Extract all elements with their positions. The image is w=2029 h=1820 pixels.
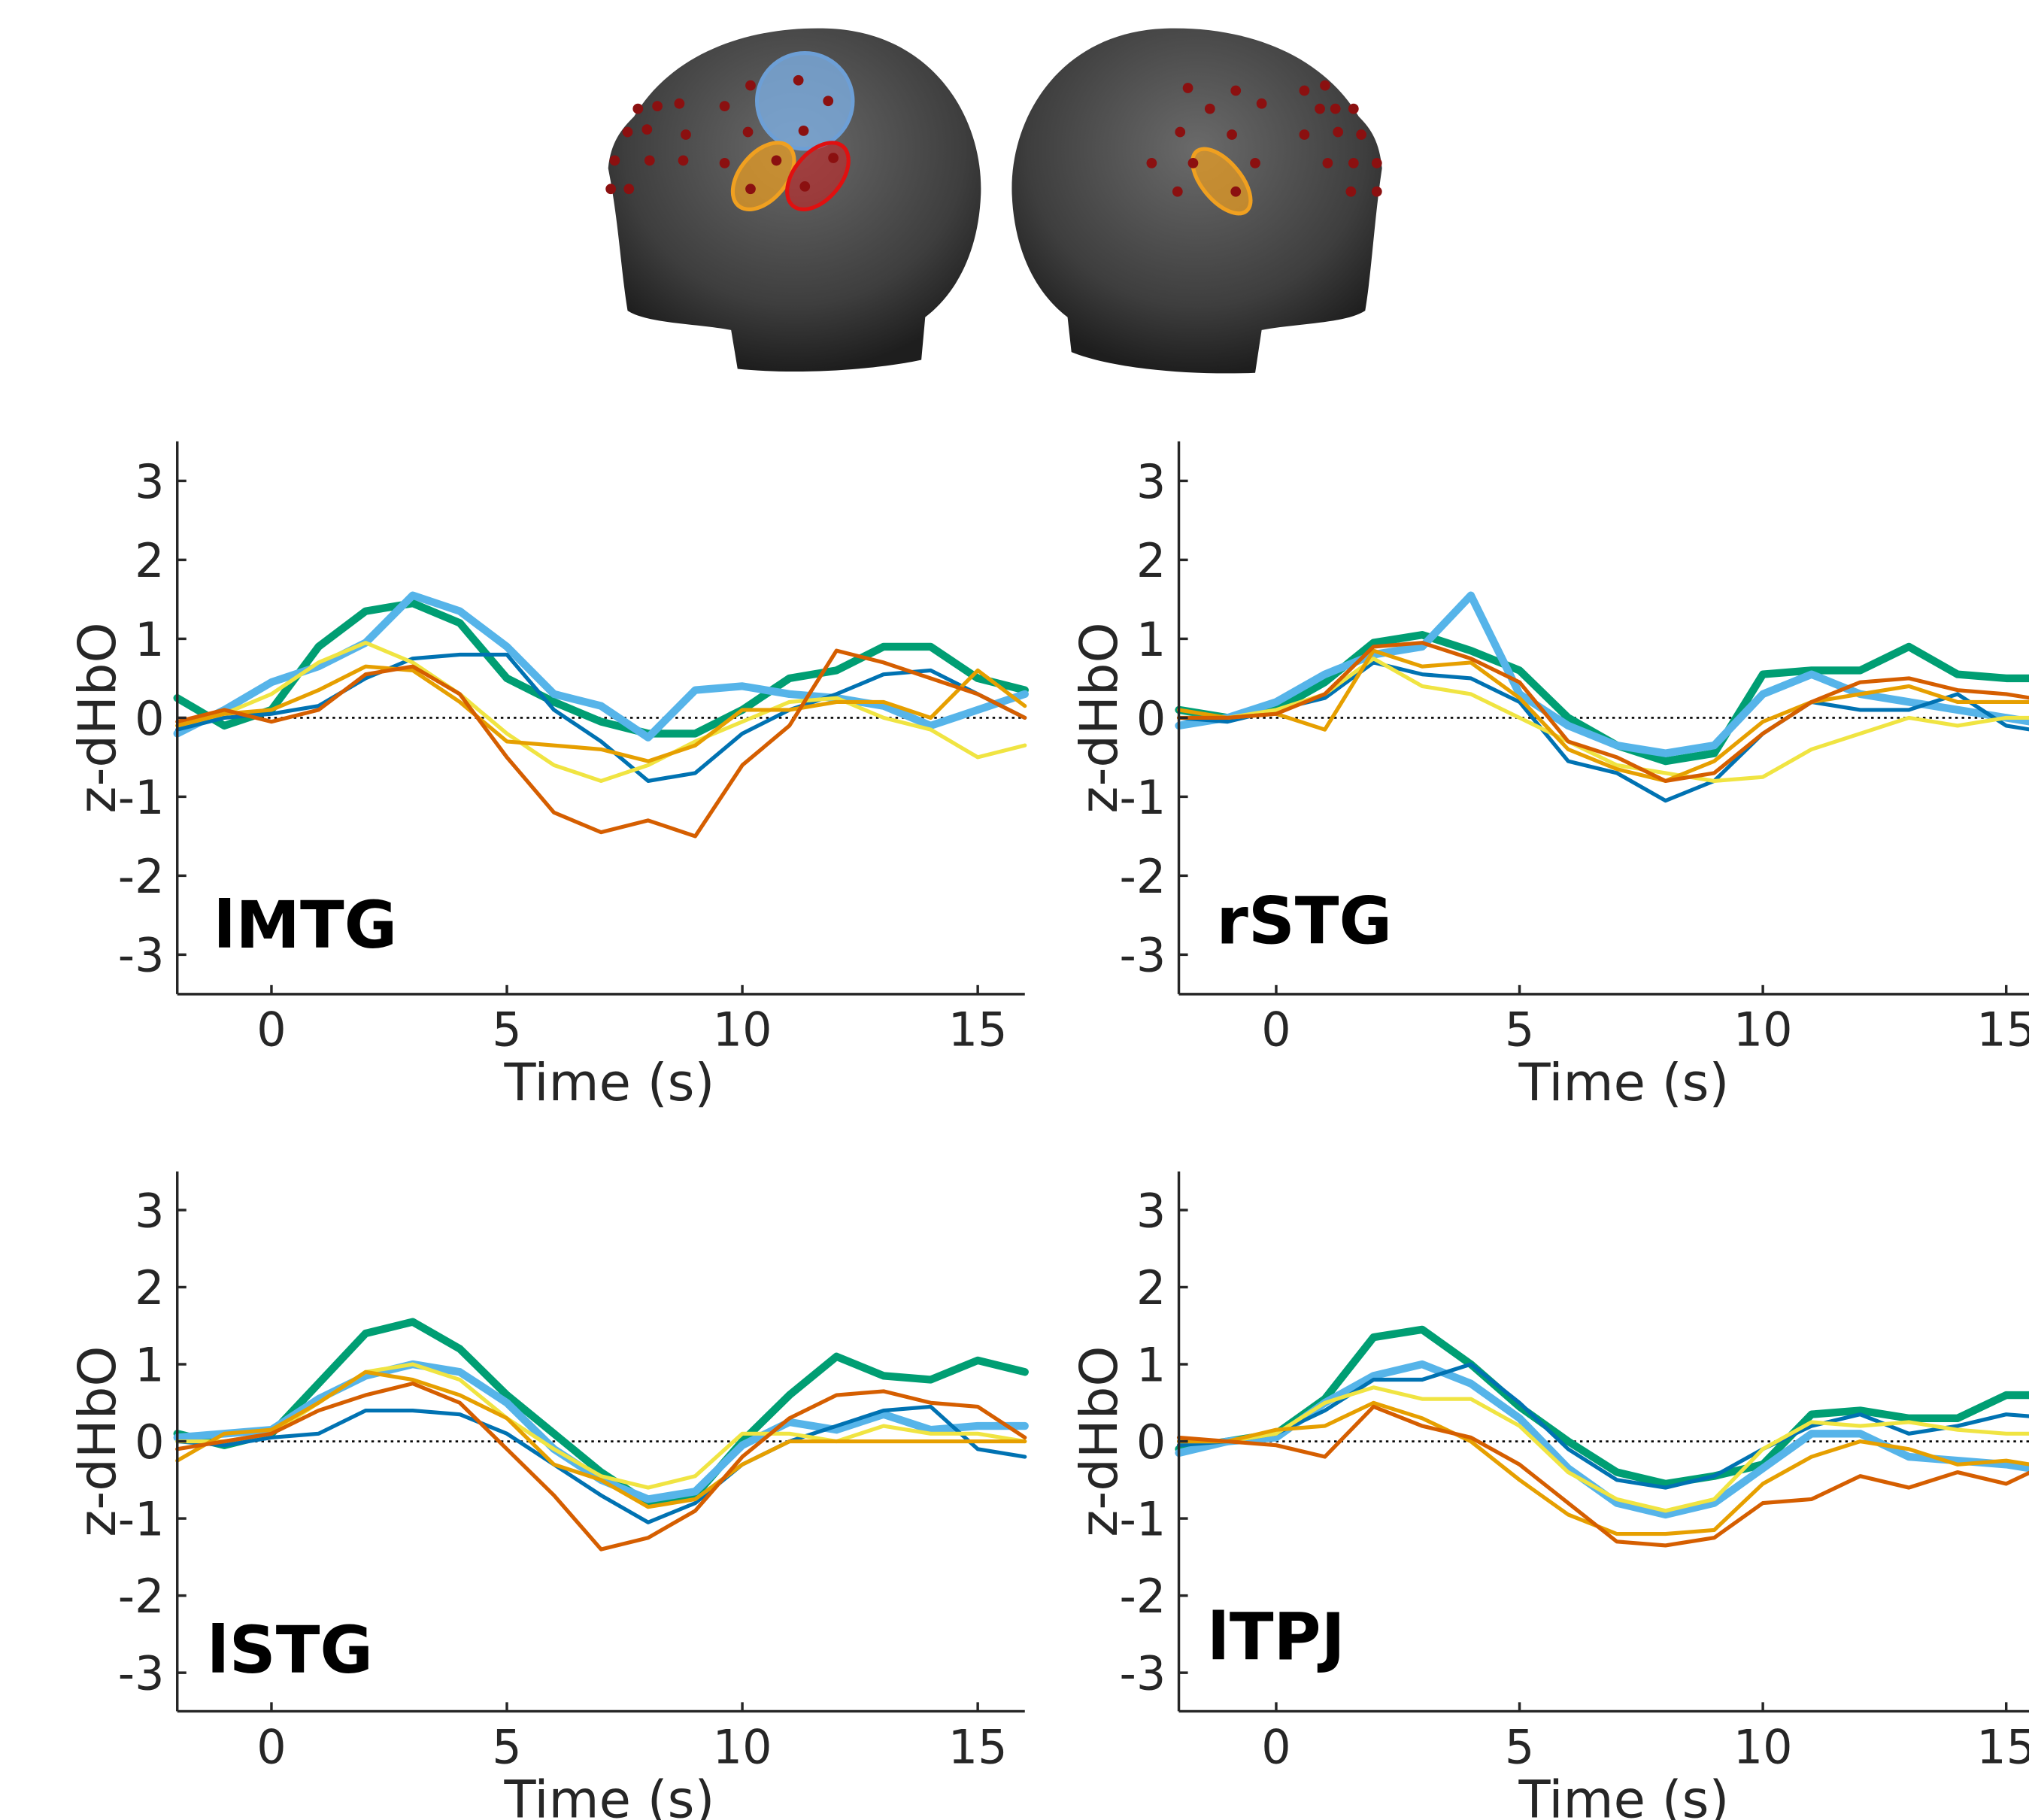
data-line	[175, 652, 1027, 783]
panel-label: lSTG	[207, 1613, 373, 1688]
y-tick-label: 2	[1136, 533, 1166, 588]
data-line	[1176, 660, 2029, 803]
head-right	[1011, 28, 1382, 374]
y-tick-label: 3	[1136, 1183, 1166, 1238]
data-line	[175, 641, 1027, 783]
x-tick-label: 10	[713, 1003, 772, 1057]
panel-label: lMTG	[214, 888, 397, 963]
y-tick-label: -2	[118, 1569, 165, 1624]
y-tick-label: 0	[1136, 691, 1166, 746]
y-tick-label: 2	[135, 533, 164, 588]
x-tick-label: 0	[1261, 1719, 1290, 1774]
y-tick-label: -1	[118, 770, 165, 825]
y-axis-label: z-dHbO	[1069, 622, 1130, 813]
panel: -3 -2 -1 0 1 2 3 0 5 10 15 Time (s) z-dHbO lMTG	[68, 441, 1029, 1113]
y-tick-label: -2	[1120, 1569, 1166, 1624]
x-tick-label: 5	[492, 1003, 521, 1057]
y-tick-label: -3	[118, 1646, 165, 1701]
x-tick-label: 15	[1976, 1719, 2029, 1774]
x-axis-label: Time (s)	[504, 1053, 715, 1113]
y-tick-label: 2	[135, 1260, 164, 1315]
x-axis-label: Time (s)	[1518, 1053, 1730, 1113]
panel-label: lTPJ	[1207, 1600, 1345, 1676]
y-tick-label: 3	[135, 454, 164, 509]
y-tick-label: 3	[1136, 454, 1166, 509]
x-tick-label: 0	[256, 1003, 286, 1057]
x-tick-label: 0	[1261, 1003, 1290, 1057]
y-tick-label: -2	[118, 849, 165, 904]
x-tick-label: 15	[948, 1003, 1008, 1057]
data-line	[1176, 1362, 2029, 1490]
y-tick-label: -3	[118, 928, 165, 983]
x-tick-label: 15	[948, 1719, 1008, 1774]
y-axis-label: z-dHbO	[1069, 1345, 1130, 1536]
x-tick-label: 15	[1976, 1003, 2029, 1057]
data-line	[173, 599, 1029, 738]
data-line	[175, 1404, 1027, 1524]
y-tick-label: 0	[135, 691, 164, 746]
data-line	[175, 664, 1027, 763]
x-tick-label: 5	[492, 1719, 521, 1774]
y-tick-label: -3	[1120, 1646, 1166, 1701]
panel: -3 -2 -1 0 1 2 3 0 5 10 15 Time (s) z-dHbO rSTG	[1069, 441, 2029, 1113]
y-axis-label: z-dHbO	[68, 1345, 128, 1536]
y-tick-label: -1	[1120, 770, 1166, 825]
x-tick-label: 5	[1505, 1719, 1534, 1774]
y-tick-label: -1	[118, 1491, 165, 1546]
y-tick-label: 2	[1136, 1260, 1166, 1315]
data-line	[1176, 1404, 2029, 1548]
data-line	[1176, 1400, 2029, 1536]
y-tick-label: 3	[135, 1183, 164, 1238]
y-tick-label: 0	[1136, 1415, 1166, 1470]
y-tick-label: -3	[1120, 928, 1166, 983]
data-line	[1175, 591, 2029, 757]
y-tick-label: 0	[135, 1415, 164, 1470]
x-axis-label: Time (s)	[1518, 1770, 1730, 1820]
x-tick-label: 10	[713, 1719, 772, 1774]
data-line	[1176, 1385, 2029, 1513]
panel: -3 -2 -1 0 1 2 3 0 5 10 15 Time (s) z-dHbO lSTG	[68, 1171, 1029, 1820]
y-axis-label: z-dHbO	[68, 622, 128, 813]
data-line	[175, 1382, 1027, 1552]
data-line	[175, 1370, 1027, 1509]
data-line	[173, 591, 1029, 742]
y-tick-label: 1	[1136, 612, 1166, 667]
y-tick-label: -1	[1120, 1491, 1166, 1546]
head-left	[605, 28, 981, 372]
y-tick-label: 1	[135, 612, 164, 667]
data-line	[175, 648, 1027, 839]
x-tick-label: 0	[256, 1719, 286, 1774]
data-line	[1176, 641, 2029, 783]
y-tick-label: -2	[1120, 849, 1166, 904]
y-tick-label: 1	[1136, 1337, 1166, 1392]
x-tick-label: 10	[1733, 1003, 1793, 1057]
y-tick-label: 1	[135, 1337, 164, 1392]
panel-label: rSTG	[1216, 884, 1392, 960]
x-tick-label: 5	[1505, 1003, 1534, 1057]
panel: -3 -2 -1 0 1 2 3 0 5 10 15 Time (s) z-dHbO lTPJ	[1069, 1171, 2029, 1820]
data-line	[1175, 1325, 2029, 1488]
data-line	[173, 1318, 1029, 1507]
x-tick-label: 10	[1733, 1719, 1793, 1774]
data-line	[1176, 648, 2029, 783]
x-axis-label: Time (s)	[504, 1770, 715, 1820]
